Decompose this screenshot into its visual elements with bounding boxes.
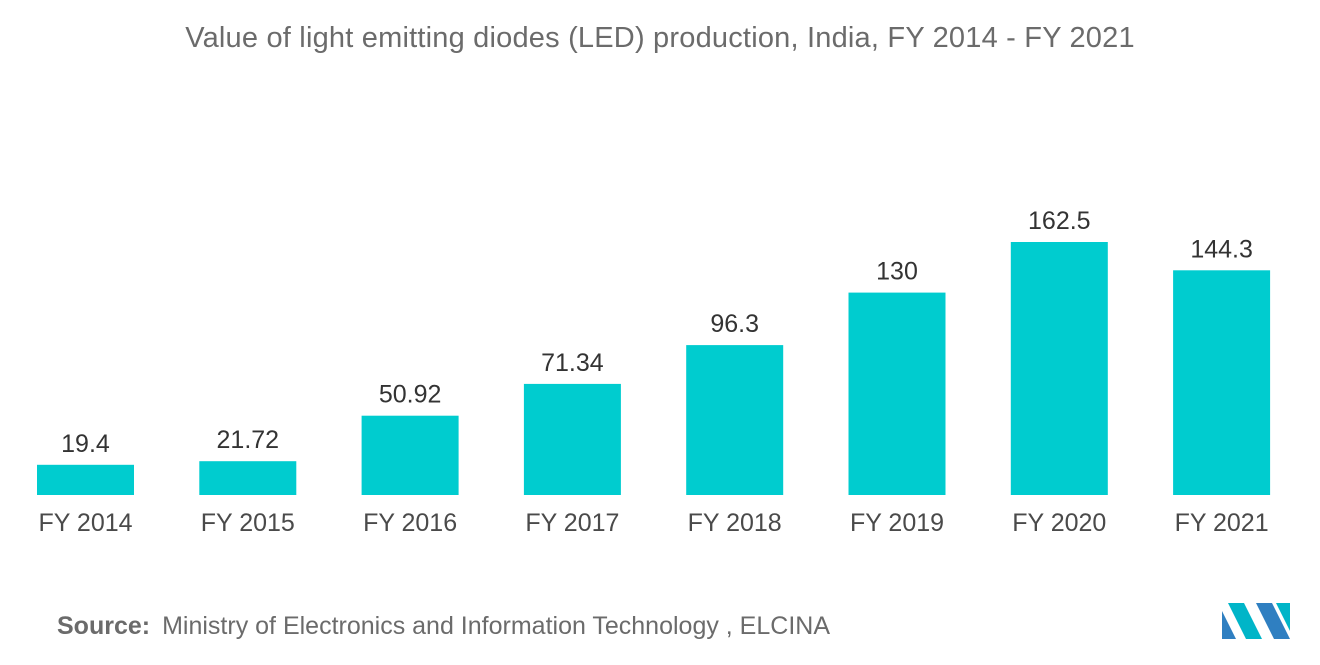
bar-fy-2015 xyxy=(199,461,297,495)
x-tick-label: FY 2017 xyxy=(525,509,619,537)
data-label: 50.92 xyxy=(379,381,442,409)
bar-fy-2018 xyxy=(686,345,784,495)
data-label: 71.34 xyxy=(541,349,604,377)
data-label: 19.4 xyxy=(61,430,110,458)
data-label: 21.72 xyxy=(217,426,280,454)
source-note: Source: Ministry of Electronics and Infor… xyxy=(57,612,830,641)
bar-fy-2019 xyxy=(848,292,946,495)
x-tick-label: FY 2020 xyxy=(1012,509,1106,537)
bar-fy-2016 xyxy=(361,415,459,495)
x-tick-label: FY 2019 xyxy=(850,509,944,537)
data-label: 96.3 xyxy=(710,310,759,338)
chart-title: Value of light emitting diodes (LED) pro… xyxy=(185,22,1135,54)
x-tick-label: FY 2021 xyxy=(1175,509,1269,537)
brand-logo-icon xyxy=(1222,603,1290,639)
source-label: Source: xyxy=(57,612,151,640)
x-tick-label: FY 2018 xyxy=(688,509,782,537)
data-label: 144.3 xyxy=(1190,235,1253,263)
bar-fy-2021 xyxy=(1173,270,1271,495)
bar-fy-2017 xyxy=(523,383,621,495)
source-text: Ministry of Electronics and Information … xyxy=(162,612,830,640)
x-tick-label: FY 2014 xyxy=(38,509,132,537)
data-label: 162.5 xyxy=(1028,207,1091,235)
bar-fy-2020 xyxy=(1010,242,1108,495)
x-tick-label: FY 2016 xyxy=(363,509,457,537)
data-label: 130 xyxy=(876,258,918,286)
bar-fy-2014 xyxy=(37,464,134,495)
x-tick-label: FY 2015 xyxy=(201,509,295,537)
